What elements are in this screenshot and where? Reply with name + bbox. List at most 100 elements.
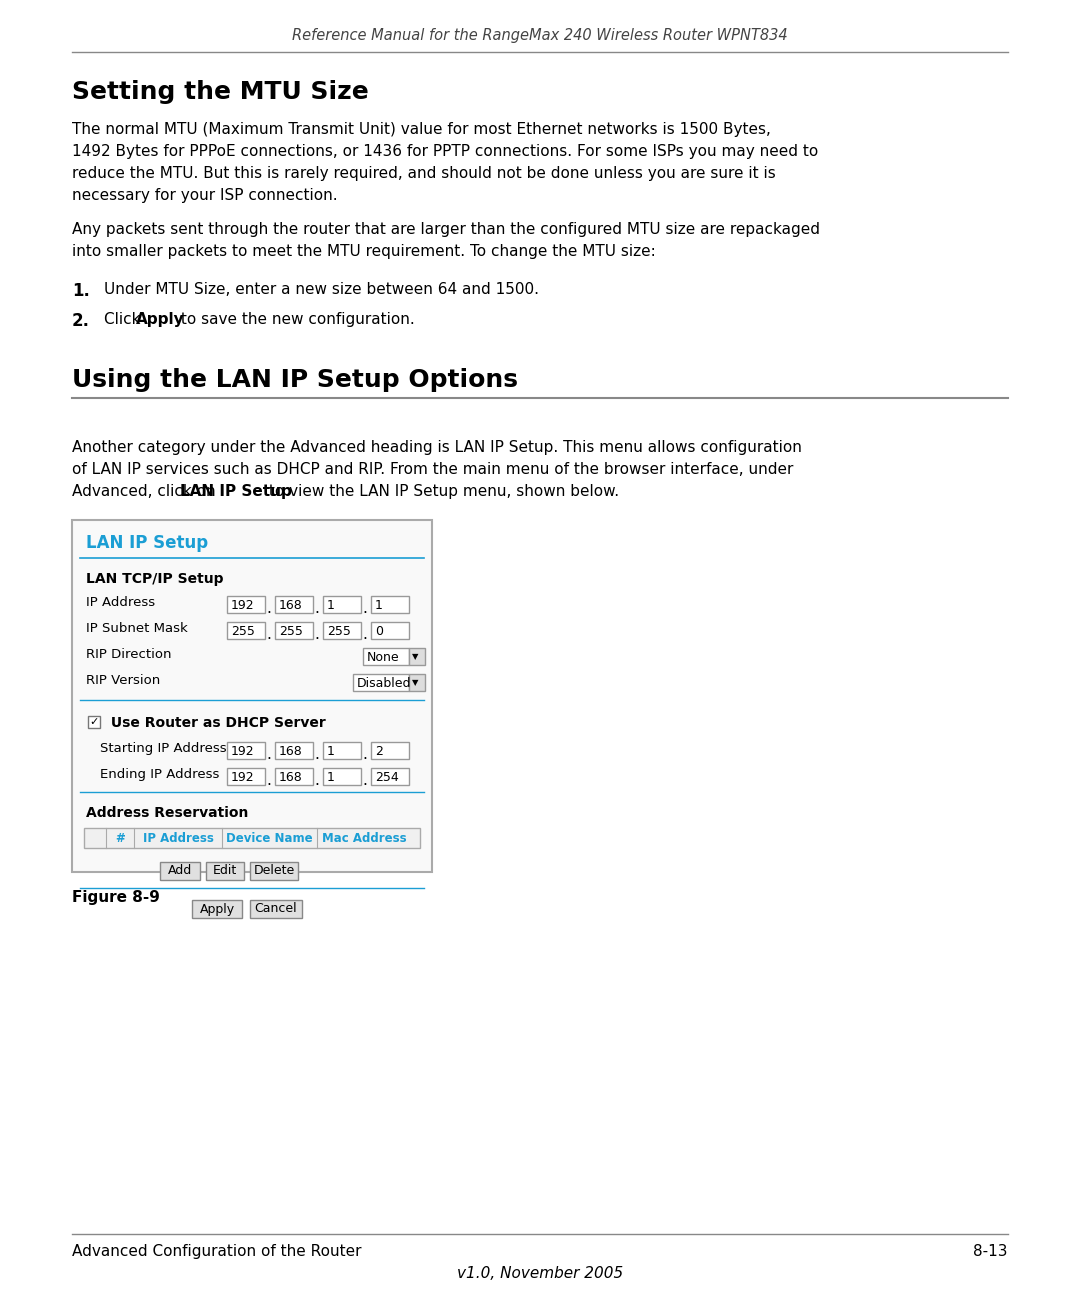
Text: Advanced Configuration of the Router: Advanced Configuration of the Router: [72, 1244, 362, 1258]
Bar: [372, 769, 409, 785]
Text: .: .: [314, 601, 319, 616]
Text: necessary for your ISP connection.: necessary for your ISP connection.: [72, 188, 338, 203]
Text: to save the new configuration.: to save the new configuration.: [176, 312, 415, 327]
Text: 1: 1: [327, 771, 335, 784]
Text: Address Reservation: Address Reservation: [86, 806, 248, 820]
Text: 1: 1: [327, 745, 335, 758]
Text: 8-13: 8-13: [973, 1244, 1008, 1258]
Bar: [372, 622, 409, 639]
Text: Under MTU Size, enter a new size between 64 and 1500.: Under MTU Size, enter a new size between…: [104, 283, 539, 297]
Text: .: .: [362, 627, 367, 642]
Text: ▼: ▼: [411, 678, 418, 687]
Text: .: .: [362, 772, 367, 788]
Bar: [227, 743, 265, 759]
Text: Apply: Apply: [200, 902, 234, 915]
Text: 254: 254: [375, 771, 399, 784]
Text: Device Name: Device Name: [226, 832, 313, 845]
Bar: [227, 769, 265, 785]
Text: LAN TCP/IP Setup: LAN TCP/IP Setup: [86, 572, 224, 586]
Bar: [409, 674, 426, 691]
Text: LAN IP Setup: LAN IP Setup: [86, 534, 208, 552]
Text: Edit: Edit: [213, 864, 238, 877]
Text: Setting the MTU Size: Setting the MTU Size: [72, 80, 368, 104]
Text: .: .: [362, 746, 367, 762]
Text: reduce the MTU. But this is rarely required, and should not be done unless you a: reduce the MTU. But this is rarely requi…: [72, 166, 775, 181]
Text: Ending IP Address: Ending IP Address: [100, 769, 219, 781]
Bar: [192, 899, 242, 918]
Text: to view the LAN IP Setup menu, shown below.: to view the LAN IP Setup menu, shown bel…: [264, 483, 619, 499]
Bar: [353, 674, 409, 691]
Text: 192: 192: [231, 745, 255, 758]
Text: 255: 255: [231, 625, 255, 638]
Text: .: .: [362, 601, 367, 616]
Text: Another category under the Advanced heading is LAN IP Setup. This menu allows co: Another category under the Advanced head…: [72, 441, 801, 455]
Text: 168: 168: [279, 599, 302, 612]
Text: .: .: [314, 627, 319, 642]
Text: ▼: ▼: [411, 652, 418, 661]
Text: Click: Click: [104, 312, 146, 327]
Bar: [72, 520, 432, 872]
Text: 255: 255: [279, 625, 302, 638]
Text: 192: 192: [231, 599, 255, 612]
Text: ✓: ✓: [89, 717, 98, 727]
Text: .: .: [266, 601, 271, 616]
Text: Reference Manual for the RangeMax 240 Wireless Router WPNT834: Reference Manual for the RangeMax 240 Wi…: [293, 29, 787, 43]
Text: LAN IP Setup: LAN IP Setup: [180, 483, 292, 499]
Text: Mac Address: Mac Address: [322, 832, 407, 845]
Bar: [372, 743, 409, 759]
Text: 168: 168: [279, 771, 302, 784]
Text: 1.: 1.: [72, 283, 90, 299]
Text: .: .: [314, 772, 319, 788]
Text: Using the LAN IP Setup Options: Using the LAN IP Setup Options: [72, 368, 518, 391]
Bar: [275, 743, 313, 759]
Bar: [249, 899, 302, 918]
Text: RIP Version: RIP Version: [86, 674, 160, 687]
Text: Delete: Delete: [254, 864, 295, 877]
Text: 192: 192: [231, 771, 255, 784]
Text: 1: 1: [375, 599, 383, 612]
Text: Add: Add: [167, 864, 192, 877]
Bar: [323, 596, 361, 613]
Text: None: None: [367, 651, 400, 664]
Bar: [249, 862, 298, 880]
Text: v1.0, November 2005: v1.0, November 2005: [457, 1266, 623, 1280]
Text: .: .: [266, 746, 271, 762]
Text: .: .: [314, 746, 319, 762]
Bar: [323, 743, 361, 759]
Bar: [323, 769, 361, 785]
Text: Advanced, click on: Advanced, click on: [72, 483, 220, 499]
Bar: [227, 596, 265, 613]
Text: .: .: [266, 627, 271, 642]
Text: IP Subnet Mask: IP Subnet Mask: [86, 622, 188, 635]
Text: 255: 255: [327, 625, 351, 638]
Text: 168: 168: [279, 745, 302, 758]
Text: into smaller packets to meet the MTU requirement. To change the MTU size:: into smaller packets to meet the MTU req…: [72, 244, 656, 259]
Bar: [160, 862, 200, 880]
Bar: [87, 715, 100, 728]
Bar: [84, 828, 420, 848]
Bar: [275, 622, 313, 639]
Text: RIP Direction: RIP Direction: [86, 648, 172, 661]
Text: 2: 2: [375, 745, 383, 758]
Text: Apply: Apply: [136, 312, 185, 327]
Text: Any packets sent through the router that are larger than the configured MTU size: Any packets sent through the router that…: [72, 222, 820, 237]
Text: .: .: [266, 772, 271, 788]
Bar: [372, 596, 409, 613]
Text: 0: 0: [375, 625, 383, 638]
Text: Disabled: Disabled: [357, 677, 411, 689]
Text: 1492 Bytes for PPPoE connections, or 1436 for PPTP connections. For some ISPs yo: 1492 Bytes for PPPoE connections, or 143…: [72, 144, 819, 159]
Text: IP Address: IP Address: [143, 832, 214, 845]
Text: 1: 1: [327, 599, 335, 612]
Text: 2.: 2.: [72, 312, 90, 330]
Text: #: #: [116, 832, 125, 845]
Text: of LAN IP services such as DHCP and RIP. From the main menu of the browser inter: of LAN IP services such as DHCP and RIP.…: [72, 461, 794, 477]
Bar: [227, 622, 265, 639]
Bar: [409, 648, 426, 665]
Bar: [275, 596, 313, 613]
Text: Use Router as DHCP Server: Use Router as DHCP Server: [106, 715, 326, 730]
Text: Cancel: Cancel: [255, 902, 297, 915]
Text: Starting IP Address: Starting IP Address: [100, 743, 227, 756]
Bar: [363, 648, 409, 665]
Text: IP Address: IP Address: [86, 596, 156, 609]
Bar: [275, 769, 313, 785]
